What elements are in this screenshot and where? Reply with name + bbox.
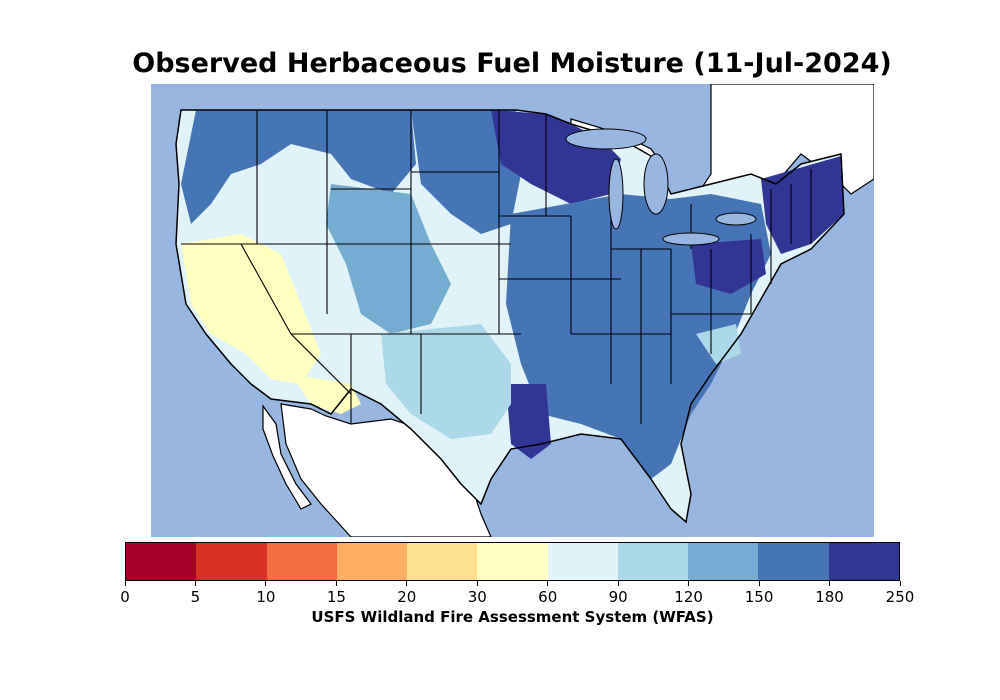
colorbar-tick-mark: [406, 581, 408, 586]
colorbar-tick-label: 120: [674, 588, 703, 606]
colorbar-cell: [688, 543, 759, 580]
colorbar-cell: [126, 543, 197, 580]
colorbar-cell: [828, 543, 899, 580]
colorbar-cell: [758, 543, 829, 580]
lake-erie: [662, 232, 720, 246]
colorbar-tick-label: 5: [190, 588, 201, 606]
colorbar-tick-label: 30: [467, 588, 487, 606]
colorbar-tick-label: 150: [744, 588, 774, 606]
moisture-zone-southwest: [181, 234, 321, 384]
lake-superior: [565, 128, 647, 150]
colorbar-tick-mark: [124, 581, 126, 586]
colorbar-tick-label: 10: [256, 588, 276, 606]
colorbar-tick-mark: [688, 581, 690, 586]
map-title: Observed Herbaceous Fuel Moisture (11-Ju…: [132, 48, 892, 79]
moisture-zone-northeast: [761, 156, 844, 254]
moisture-zone-central: [326, 184, 451, 334]
fuel-moisture-map: [151, 83, 875, 538]
moisture-zone-southeast: [506, 384, 551, 459]
colorbar-cell: [266, 543, 337, 580]
lake-huron: [643, 153, 669, 215]
colorbar-tick-mark: [899, 581, 901, 586]
colorbar-cell: [407, 543, 478, 580]
colorbar-tick-label: 90: [608, 588, 628, 606]
colorbar-tick-mark: [829, 581, 831, 586]
colorbar-ticks: 0 5 10 15 20 30 60 90 120 150 180 250: [120, 581, 914, 611]
moisture-zone-north: [181, 110, 416, 224]
colorbar-tick-label: 250: [885, 588, 915, 606]
moisture-zone-ohio: [691, 239, 766, 294]
colorbar-tick-mark: [194, 581, 196, 586]
colorbar-tick-label: 15: [326, 588, 346, 606]
colorbar-tick-label: 20: [397, 588, 417, 606]
colorbar-cell: [617, 543, 689, 580]
moisture-zone-desert: [291, 374, 361, 414]
moisture-zone-carolinas: [696, 324, 741, 364]
colorbar-tick-mark: [335, 581, 337, 586]
us-outline: [175, 109, 845, 524]
colorbar-tick-label: 60: [538, 588, 558, 606]
colorbar-cell: [477, 543, 548, 580]
colorbar-tick-label: 180: [815, 588, 844, 606]
map-panel: [151, 83, 875, 538]
colorbar-label: USFS Wildland Fire Assessment System (WF…: [311, 608, 714, 626]
colorbar-tick-mark: [547, 581, 549, 586]
colorbar-cell: [336, 543, 408, 580]
colorbar-tick-mark: [617, 581, 619, 586]
colorbar-cell: [196, 543, 267, 580]
colorbar-tick-mark: [758, 581, 760, 586]
moisture-zone-texas: [381, 324, 511, 439]
colorbar: [125, 542, 900, 581]
lake-ontario: [715, 212, 757, 226]
colorbar-tick-label: 0: [120, 588, 130, 606]
colorbar-tick-mark: [476, 581, 478, 586]
baja-land: [262, 404, 312, 510]
colorbar-tick-mark: [265, 581, 267, 586]
lake-michigan: [608, 158, 624, 230]
colorbar-cell: [547, 543, 618, 580]
